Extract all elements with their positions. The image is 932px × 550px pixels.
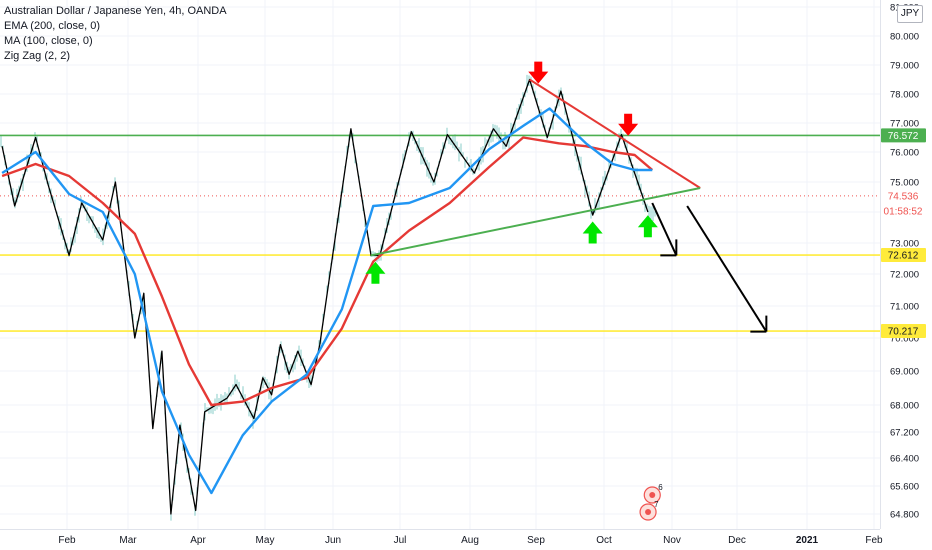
x-tick-label: Jun [325,535,341,546]
y-tick-label: 64.800 [890,510,919,521]
symbol-title[interactable]: Australian Dollar / Japanese Yen, 4h, OA… [4,5,227,17]
y-tick-label: 75.000 [890,178,919,189]
x-tick-label: 2021 [796,535,819,546]
indicator-zigzag[interactable]: Zig Zag (2, 2) [4,50,71,62]
y-tick-label: 78.000 [890,90,919,101]
price-axis[interactable]: 64.800 65.600 66.400 67.200 68.000 69.000 70.0… [890,3,919,521]
x-tick-label: Feb [865,535,883,546]
x-tick-label: Aug [461,535,479,546]
event-badges: 67 [639,483,663,521]
down-arrow-icon [528,61,549,84]
up-arrow-icon [637,215,658,238]
markers [365,61,658,284]
price-label-72.612: 72.612 [881,248,926,263]
event-badge[interactable]: 7 [639,500,659,521]
event-badge[interactable]: 6 [643,483,663,504]
y-tick-label: 73.000 [890,239,919,250]
y-tick-label: 79.000 [890,61,919,72]
trend-line-resistance[interactable] [529,78,701,189]
svg-text:72.612: 72.612 [888,251,919,262]
y-tick-label: 69.000 [890,367,919,378]
y-tick-label: 80.000 [890,32,919,43]
up-arrow-icon [365,261,386,284]
y-tick-label: 67.200 [890,428,919,439]
y-tick-label: 68.000 [890,401,919,412]
down-arrow-icon [618,113,639,136]
time-axis[interactable]: Feb Mar Apr May Jun Jul Aug Sep Oct Nov Dec 2021 Feb [58,535,883,546]
y-tick-label: 72.000 [890,270,919,281]
x-tick-label: Jul [394,535,407,546]
projection-arrow[interactable] [651,202,678,257]
bar-countdown-label: 01:58:52 [881,203,926,218]
trend-line-support[interactable] [370,187,701,257]
ma-line[interactable] [1,107,653,495]
x-tick-label: Oct [596,535,612,546]
x-tick-label: Dec [728,535,746,546]
chart-legend: Australian Dollar / Japanese Yen, 4h, OA… [4,4,227,64]
grid [0,0,880,529]
svg-text:6: 6 [658,483,663,492]
y-tick-label: 71.000 [890,302,919,313]
svg-text:01:58:52: 01:58:52 [884,206,923,217]
y-tick-label: 66.400 [890,454,919,465]
y-tick-label: 70.000 [890,334,919,345]
svg-text:7: 7 [654,500,659,509]
x-tick-label: May [256,535,275,546]
y-tick-label: 76.000 [890,148,919,159]
trend-lines [370,78,768,333]
price-label-76.572: 76.572 [881,128,926,143]
x-tick-label: Feb [58,535,76,546]
svg-text:76.572: 76.572 [888,131,919,142]
up-arrow-icon [582,221,603,244]
y-tick-label: 65.600 [890,482,919,493]
indicator-ma[interactable]: MA (100, close, 0) [4,35,93,47]
y-tick-label: 77.000 [890,119,919,130]
ema-line[interactable] [1,136,654,407]
svg-text:74.536: 74.536 [888,191,919,202]
currency-badge[interactable]: JPY [897,5,923,23]
x-tick-label: Apr [190,535,206,546]
current-price-label: 74.536 [881,188,926,203]
projection-arrow[interactable] [686,205,768,333]
series-layer [1,78,654,515]
zigzag-line[interactable] [1,78,649,515]
x-tick-label: Mar [119,535,137,546]
svg-text:70.217: 70.217 [888,327,919,338]
x-tick-label: Sep [527,535,545,546]
price-axis-labels: 76.572 72.612 70.217 74.536 01:58:52 [881,128,926,339]
indicator-ema[interactable]: EMA (200, close, 0) [4,20,100,32]
x-tick-label: Nov [663,535,681,546]
price-label-70.217: 70.217 [881,324,926,339]
